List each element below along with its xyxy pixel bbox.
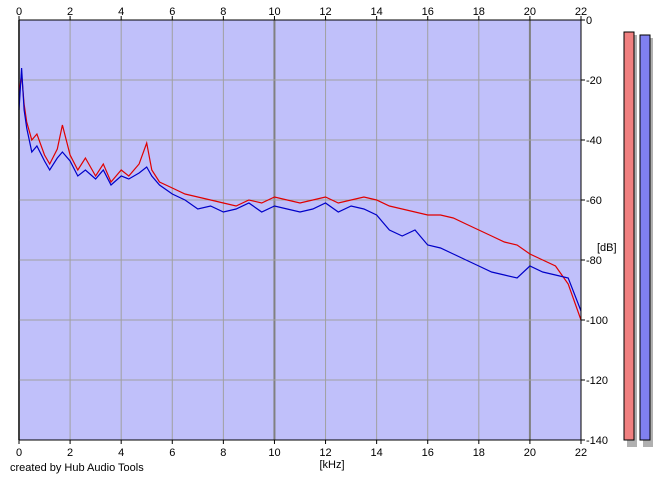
y-tick-label: -100	[586, 315, 608, 327]
x-tick-label-top: 10	[268, 6, 280, 18]
x-tick-label-top: 4	[118, 6, 124, 18]
level-meters	[623, 31, 653, 447]
y-tick-label: -140	[586, 435, 608, 447]
x-tick-label-bottom: 4	[118, 447, 124, 459]
x-tick-label-bottom: 10	[268, 447, 280, 459]
x-tick-label-bottom: 2	[67, 447, 73, 459]
x-tick-label-top: 2	[67, 6, 73, 18]
axes: 002244668810101212141416161818202022220-…	[16, 6, 617, 471]
x-axis-unit: [kHz]	[319, 459, 344, 471]
x-tick-label-bottom: 8	[220, 447, 226, 459]
x-tick-label-bottom: 14	[371, 447, 383, 459]
x-tick-label-top: 6	[169, 6, 175, 18]
x-tick-label-bottom: 0	[16, 447, 22, 459]
x-tick-label-top: 14	[371, 6, 383, 18]
x-tick-label-bottom: 6	[169, 447, 175, 459]
credit-text: created by Hub Audio Tools	[10, 462, 144, 474]
x-tick-label-bottom: 20	[524, 447, 536, 459]
y-tick-label: -60	[586, 195, 602, 207]
level-meter-left	[623, 31, 635, 441]
x-tick-label-top: 18	[473, 6, 485, 18]
level-meter-right	[639, 34, 651, 441]
x-tick-label-top: 0	[16, 6, 22, 18]
y-tick-label: -80	[586, 255, 602, 267]
x-tick-label-top: 12	[319, 6, 331, 18]
x-tick-label-bottom: 18	[473, 447, 485, 459]
series-line-red	[18, 73, 582, 321]
y-axis-unit: [dB]	[597, 242, 617, 254]
x-tick-label-top: 16	[422, 6, 434, 18]
plot-frame	[18, 19, 582, 441]
x-tick-label-top: 8	[220, 6, 226, 18]
plot-fill	[19, 20, 581, 440]
x-tick-label-top: 22	[575, 6, 587, 18]
x-tick-label-bottom: 22	[575, 447, 587, 459]
series-line-blue	[18, 67, 582, 312]
y-tick-label: 0	[586, 15, 592, 27]
x-tick-label-bottom: 12	[319, 447, 331, 459]
x-tick-label-top: 20	[524, 6, 536, 18]
series-group	[18, 67, 582, 321]
plot-area	[19, 20, 581, 440]
y-tick-label: -120	[586, 375, 608, 387]
y-tick-label: -40	[586, 135, 602, 147]
y-tick-label: -20	[586, 75, 602, 87]
x-tick-label-bottom: 16	[422, 447, 434, 459]
